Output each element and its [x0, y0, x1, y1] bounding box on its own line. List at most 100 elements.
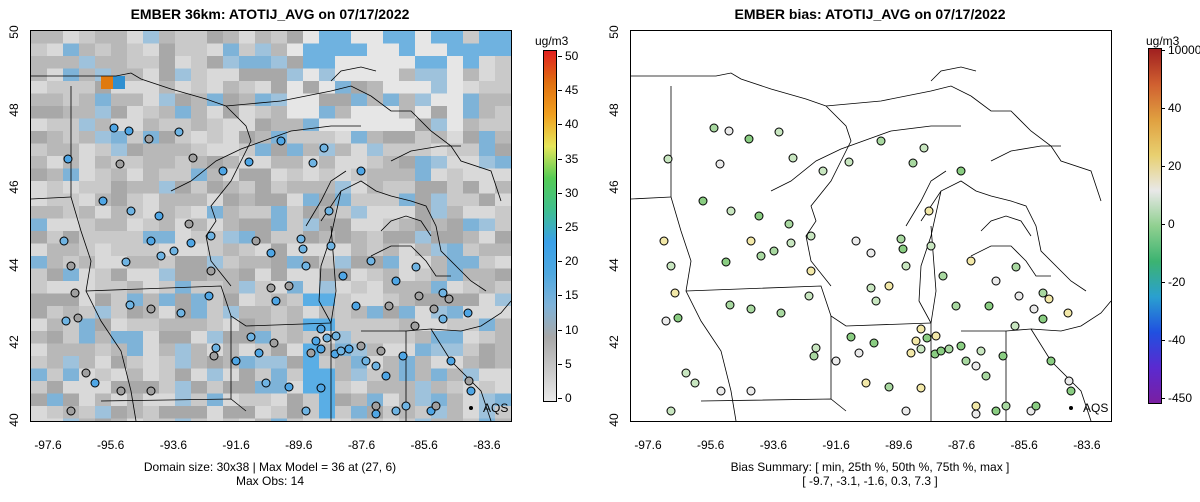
right-panel-title: EMBER bias: ATOTIJ_AVG on 07/17/2022: [734, 6, 1006, 22]
left-model-grid-cell: [303, 31, 320, 44]
left-model-grid-cell: [479, 268, 496, 282]
left-model-grid-cell: [191, 218, 208, 232]
left-model-grid-cell: [175, 206, 192, 219]
right-aqs-station: [956, 166, 966, 176]
left-model-grid-cell: [447, 243, 464, 257]
left-model-grid-cell: [383, 206, 400, 219]
left-model-grid-cell: [223, 131, 240, 144]
left-model-grid-cell: [351, 181, 368, 194]
left-model-grid-cell: [415, 418, 432, 421]
left-aqs-station: [115, 159, 125, 169]
left-border-line: [370, 245, 451, 277]
left-model-grid-cell: [287, 393, 304, 407]
left-model-grid-cell: [255, 293, 272, 307]
right-border-line: [961, 328, 1062, 332]
left-model-grid-cell: [319, 68, 336, 82]
left-model-max-cell: [101, 76, 113, 89]
left-model-grid-cell: [271, 256, 288, 269]
left-model-grid-cell: [479, 131, 496, 144]
right-aqs-station: [1038, 288, 1048, 298]
left-model-grid-cell: [111, 206, 128, 219]
right-border-line: [825, 85, 972, 107]
left-model-grid-cell: [95, 343, 112, 357]
left-model-grid-cell: [415, 93, 432, 107]
left-model-grid-cell: [335, 393, 352, 407]
left-border-line: [370, 95, 502, 202]
left-model-grid-cell: [319, 156, 336, 169]
right-aqs-station: [774, 127, 784, 137]
left-model-grid-cell: [255, 206, 272, 219]
left-model-grid-cell: [431, 31, 448, 44]
left-x-tick-label: -83.6: [473, 438, 501, 452]
left-model-grid-cell: [95, 268, 112, 282]
right-colorbar: [1148, 48, 1162, 404]
left-model-grid-cell: [143, 143, 160, 157]
left-model-grid-cell: [31, 393, 48, 407]
left-model-grid-cell: [399, 143, 416, 157]
right-aqs-station: [1014, 291, 1024, 301]
left-model-grid-cell: [287, 356, 304, 369]
left-model-grid-cell: [431, 368, 448, 382]
left-model-grid-cell: [191, 68, 208, 82]
left-model-grid-cell: [191, 81, 208, 94]
left-model-grid-cell: [95, 93, 112, 107]
left-model-grid-cell: [351, 256, 368, 269]
left-x-tick-label: -87.6: [347, 438, 376, 452]
right-colorbar-tick: [1161, 398, 1165, 399]
left-model-grid-cell: [207, 81, 224, 94]
left-model-grid-cell: [79, 268, 96, 282]
right-x-tick-label: -89.6: [885, 438, 913, 452]
right-aqs-station: [666, 406, 676, 416]
left-model-grid-cell: [303, 43, 320, 57]
left-model-grid-cell: [191, 268, 208, 282]
left-model-grid-cell: [479, 56, 496, 69]
left-model-grid-cell: [175, 268, 192, 282]
left-model-grid-cell: [495, 93, 511, 107]
left-model-grid-cell: [95, 168, 112, 182]
left-model-grid-cell: [47, 143, 64, 157]
left-model-grid-cell: [191, 368, 208, 382]
left-model-grid-cell: [367, 231, 384, 244]
left-model-grid-cell: [79, 93, 96, 107]
left-model-grid-cell: [79, 143, 96, 157]
left-model-grid-cell: [463, 206, 480, 219]
right-colorbar-unit: ug/m3: [1146, 34, 1180, 48]
left-model-grid-cell: [319, 131, 336, 144]
left-model-grid-cell: [143, 356, 160, 369]
left-aqs-station: [206, 231, 216, 241]
left-model-grid-cell: [351, 143, 368, 157]
left-colorbar-unit: ug/m3: [535, 34, 569, 48]
right-aqs-station: [661, 316, 671, 326]
left-model-grid-cell: [223, 181, 240, 194]
left-model-grid-cell: [415, 268, 432, 282]
left-model-grid-cell: [143, 406, 160, 419]
left-model-grid-cell: [191, 256, 208, 269]
left-model-grid-cell: [415, 106, 432, 119]
right-aqs-station: [984, 301, 994, 311]
left-model-grid-cell: [495, 143, 511, 157]
left-model-grid-cell: [463, 418, 480, 421]
left-model-grid-cell: [63, 393, 80, 407]
left-border-line: [390, 145, 461, 162]
left-model-grid-cell: [239, 56, 256, 69]
left-model-grid-cell: [415, 331, 432, 344]
left-model-grid-cell: [127, 181, 144, 194]
right-colorbar-tick-label: 0: [1168, 217, 1175, 231]
left-model-grid-cell: [399, 81, 416, 94]
left-aqs-station: [296, 234, 306, 244]
left-model-grid-cell: [335, 93, 352, 107]
left-model-grid-cell: [47, 43, 64, 57]
left-model-grid-cell: [255, 268, 272, 282]
right-aqs-station: [911, 336, 921, 346]
left-model-grid-cell: [335, 56, 352, 69]
right-border-line: [670, 196, 737, 421]
left-model-grid-cell: [111, 193, 128, 207]
left-model-grid-cell: [207, 393, 224, 407]
left-model-grid-cell: [31, 256, 48, 269]
left-model-grid-cell: [175, 143, 192, 157]
left-model-grid-cell: [447, 331, 464, 344]
left-aqs-station: [126, 206, 136, 216]
left-aqs-station: [371, 409, 381, 419]
left-model-grid-cell: [367, 381, 384, 394]
left-x-tick-label: -89.6: [285, 438, 313, 452]
